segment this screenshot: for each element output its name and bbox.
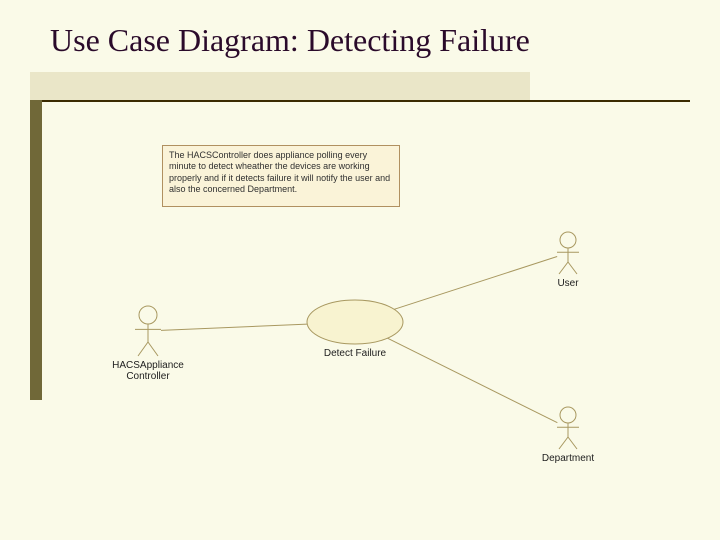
diagram-note-text: The HACSController does appliance pollin… [169,150,390,194]
diagram-note: The HACSController does appliance pollin… [162,145,400,207]
title-accent [30,72,530,100]
actor-label-department: Department [498,453,638,464]
usecase-label: Detect Failure [285,348,425,359]
page-title: Use Case Diagram: Detecting Failure [50,22,530,59]
actor-label-user: User [498,278,638,289]
actor-label-controller: HACSAppliance Controller [78,360,218,382]
left-accent-bar [30,100,42,400]
title-rule [30,100,690,102]
